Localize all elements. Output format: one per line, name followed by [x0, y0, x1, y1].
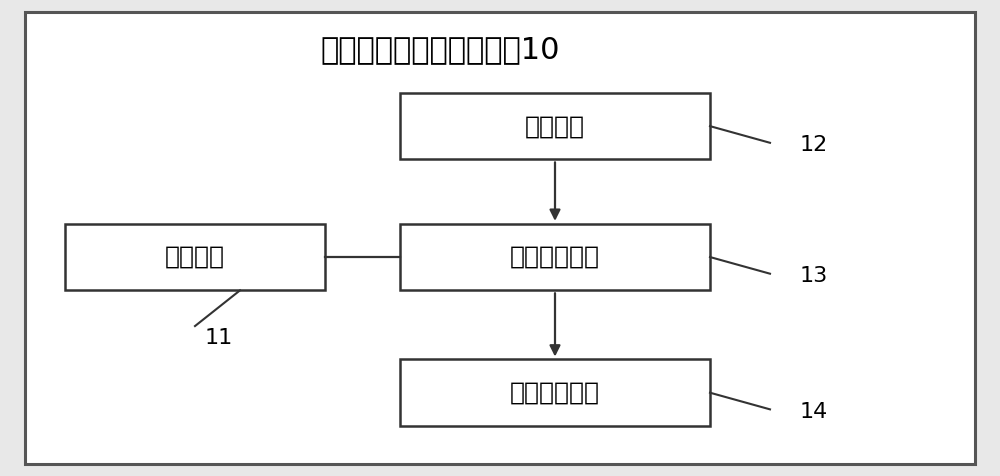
Text: 11: 11 [205, 328, 233, 348]
Text: 检测输出单元: 检测输出单元 [510, 381, 600, 405]
Text: 灰白质体积异常检测装置10: 灰白质体积异常检测装置10 [320, 36, 560, 64]
Bar [400, 93, 710, 159]
Bar [400, 224, 710, 290]
Text: 存储单元: 存储单元 [165, 245, 225, 269]
Text: 12: 12 [800, 135, 828, 155]
Text: 输入单元: 输入单元 [525, 114, 585, 138]
Bar [400, 359, 710, 426]
Text: 13: 13 [800, 266, 828, 286]
Text: 14: 14 [800, 402, 828, 422]
Text: 数据处理单元: 数据处理单元 [510, 245, 600, 269]
Bar [65, 224, 325, 290]
